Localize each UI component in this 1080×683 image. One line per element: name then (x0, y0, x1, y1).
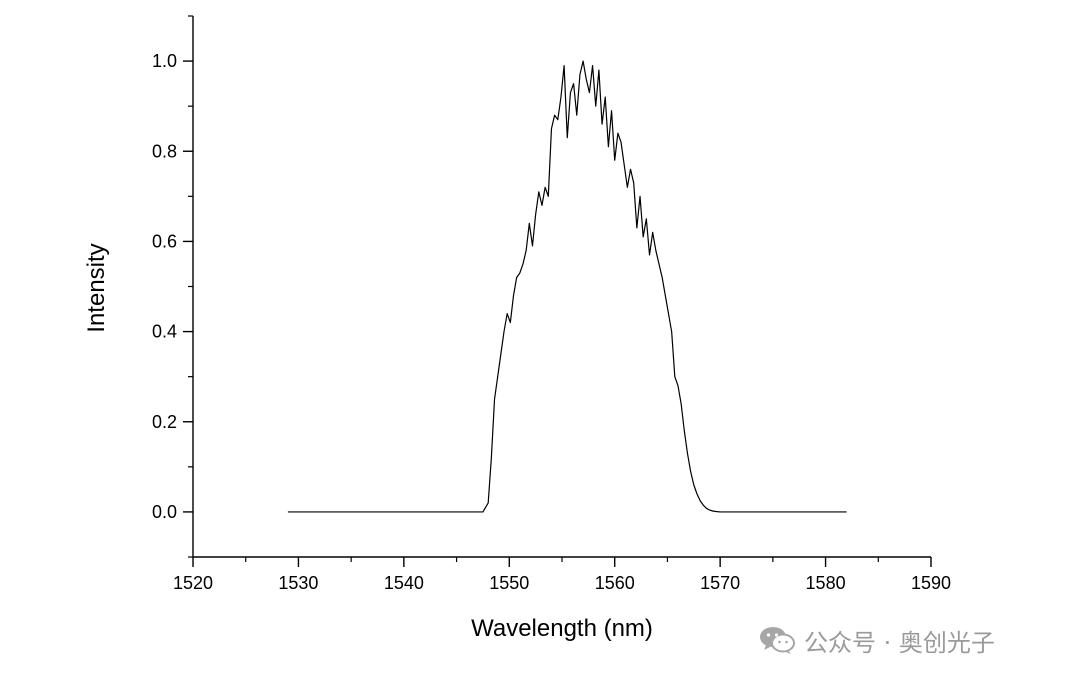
y-tick-label-0.6: 0.6 (152, 231, 177, 251)
watermark: 公众号 · 奥创光子 (758, 622, 995, 658)
x-axis-title: Wavelength (nm) (471, 615, 653, 642)
x-tick-label-1570: 1570 (700, 573, 740, 593)
x-tick-label-1520: 1520 (173, 573, 213, 593)
y-tick-label-0.2: 0.2 (152, 412, 177, 432)
x-ticks (192, 557, 932, 567)
wechat-icon (758, 624, 796, 656)
x-tick-labels: 1520 1530 1540 1550 1560 1570 1580 1590 (173, 573, 951, 593)
y-ticks (183, 15, 193, 558)
x-tick-label-1580: 1580 (806, 573, 846, 593)
x-tick-label-1590: 1590 (911, 573, 951, 593)
y-tick-label-0.4: 0.4 (152, 322, 177, 342)
x-tick-label-1560: 1560 (595, 573, 635, 593)
y-axis-title: Intensity (83, 243, 110, 332)
x-tick-label-1540: 1540 (384, 573, 424, 593)
y-tick-labels: 0.0 0.2 0.4 0.6 0.8 1.0 (152, 51, 177, 522)
spectrum-series-line (287, 60, 847, 513)
x-tick-label-1530: 1530 (278, 573, 318, 593)
chart-axes (192, 16, 931, 558)
y-tick-label-0.8: 0.8 (152, 141, 177, 161)
y-tick-label-1.0: 1.0 (152, 51, 177, 71)
x-tick-label-1550: 1550 (489, 573, 529, 593)
y-tick-label-0.0: 0.0 (152, 502, 177, 522)
watermark-text: 公众号 · 奥创光子 (804, 628, 995, 657)
